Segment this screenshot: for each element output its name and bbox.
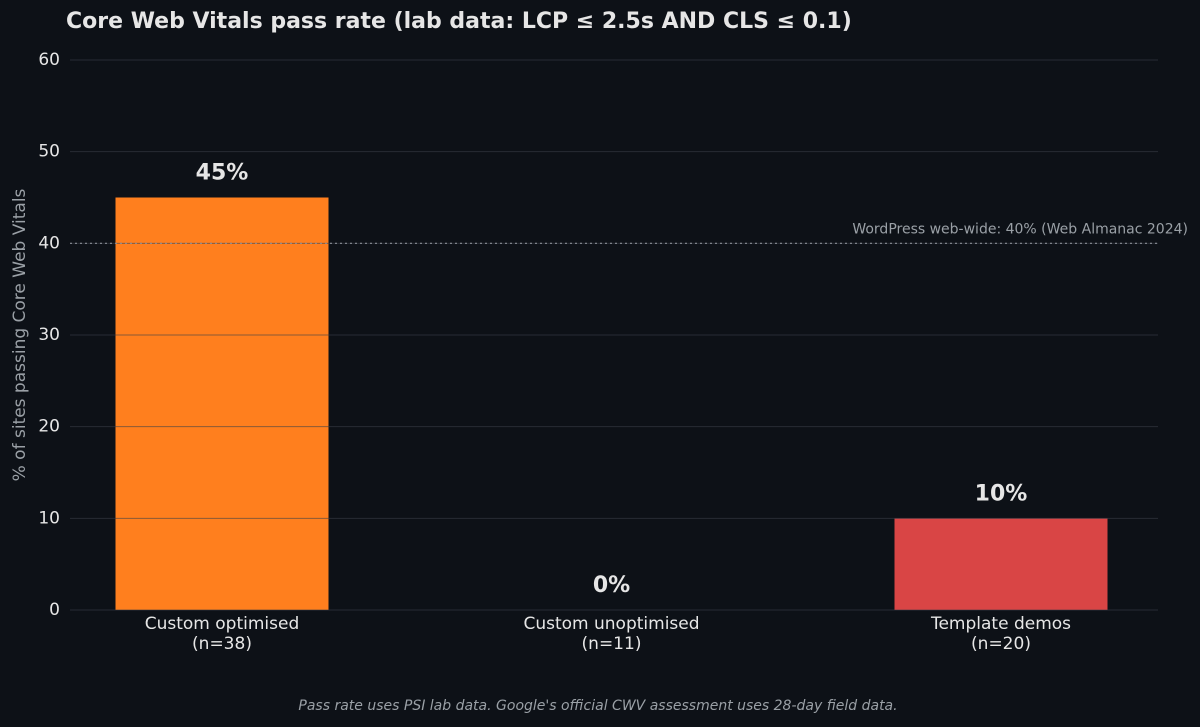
y-tick-label: 10 — [38, 508, 60, 528]
y-tick-label: 30 — [38, 325, 60, 345]
y-axis-label: % of sites passing Core Web Vitals — [10, 188, 30, 481]
value-label: 0% — [593, 573, 630, 598]
bar — [894, 518, 1108, 610]
y-tick-label: 40 — [38, 233, 60, 253]
x-tick-label: (n=38) — [192, 634, 252, 654]
y-tick-label: 20 — [38, 417, 60, 437]
y-tick-label: 60 — [38, 50, 60, 70]
reference-label: WordPress web-wide: 40% (Web Almanac 202… — [852, 221, 1188, 237]
x-tick-label: Custom optimised — [145, 614, 300, 634]
x-tick-label: Custom unoptimised — [523, 614, 699, 634]
y-tick-label: 50 — [38, 142, 60, 162]
chart-title: Core Web Vitals pass rate (lab data: LCP… — [66, 9, 852, 34]
bar — [115, 197, 329, 610]
footnote: Pass rate uses PSI lab data. Google's of… — [298, 698, 897, 714]
x-tick-label: Template demos — [930, 614, 1071, 634]
x-tick-label: (n=11) — [582, 634, 642, 654]
value-label: 45% — [196, 161, 249, 186]
x-tick-label: (n=20) — [971, 634, 1031, 654]
value-label: 10% — [975, 481, 1028, 506]
y-tick-label: 0 — [49, 600, 60, 620]
